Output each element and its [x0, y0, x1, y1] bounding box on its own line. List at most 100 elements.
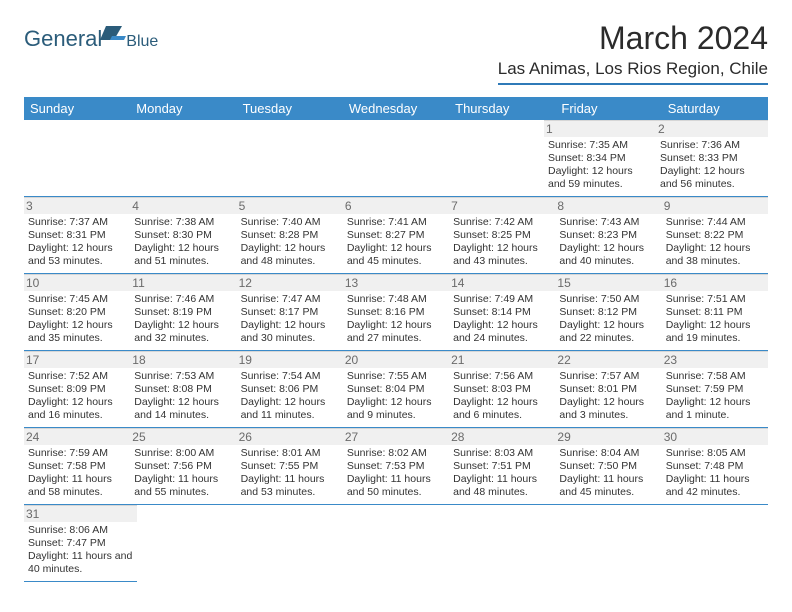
- day-info: Sunrise: 7:57 AMSunset: 8:01 PMDaylight:…: [559, 370, 657, 423]
- day-number: 14: [449, 275, 555, 291]
- day-info: Sunrise: 8:06 AMSunset: 7:47 PMDaylight:…: [28, 524, 133, 577]
- day-cell: 26 Sunrise: 8:01 AMSunset: 7:55 PMDayligh…: [237, 428, 343, 504]
- day-info: Sunrise: 7:56 AMSunset: 8:03 PMDaylight:…: [453, 370, 551, 423]
- day-cell: 25 Sunrise: 8:00 AMSunset: 7:56 PMDayligh…: [130, 428, 236, 504]
- week-row: 17Sunrise: 7:52 AMSunset: 8:09 PMDayligh…: [24, 351, 768, 428]
- day-cell: 22 Sunrise: 7:57 AMSunset: 8:01 PMDayligh…: [555, 351, 661, 427]
- day-number: 7: [449, 198, 555, 214]
- day-info: Sunrise: 8:05 AMSunset: 7:48 PMDaylight:…: [666, 447, 764, 500]
- header: General Blue March 2024 Las Animas, Los …: [24, 20, 768, 85]
- day-number: 3: [24, 198, 130, 214]
- day-cell: 16 Sunrise: 7:51 AMSunset: 8:11 PMDayligh…: [662, 274, 768, 350]
- day-number: 28: [449, 429, 555, 445]
- day-number: 23: [662, 352, 768, 368]
- day-number: 15: [555, 275, 661, 291]
- day-info: Sunrise: 7:41 AMSunset: 8:27 PMDaylight:…: [347, 216, 445, 269]
- day-info: Sunrise: 7:50 AMSunset: 8:12 PMDaylight:…: [559, 293, 657, 346]
- day-cell: 9 Sunrise: 7:44 AMSunset: 8:22 PMDaylight…: [662, 197, 768, 273]
- day-number: 11: [130, 275, 236, 291]
- empty-day-cell: [440, 120, 544, 196]
- day-number: 19: [237, 352, 343, 368]
- day-info: Sunrise: 8:01 AMSunset: 7:55 PMDaylight:…: [241, 447, 339, 500]
- empty-day-cell: [137, 505, 242, 582]
- empty-day-cell: [128, 120, 232, 196]
- day-info: Sunrise: 7:37 AMSunset: 8:31 PMDaylight:…: [28, 216, 126, 269]
- day-cell: 19 Sunrise: 7:54 AMSunset: 8:06 PMDayligh…: [237, 351, 343, 427]
- day-info: Sunrise: 8:03 AMSunset: 7:51 PMDaylight:…: [453, 447, 551, 500]
- weeks-container: 1 Sunrise: 7:35 AMSunset: 8:34 PMDaylight…: [24, 120, 768, 582]
- day-info: Sunrise: 8:02 AMSunset: 7:53 PMDaylight:…: [347, 447, 445, 500]
- day-cell: 18Sunrise: 7:53 AMSunset: 8:08 PMDayligh…: [130, 351, 236, 427]
- day-cell: 29Sunrise: 8:04 AMSunset: 7:50 PMDayligh…: [555, 428, 661, 504]
- calendar: SundayMondayTuesdayWednesdayThursdayFrid…: [24, 97, 768, 582]
- month-title: March 2024: [498, 20, 768, 57]
- day-number: 1: [544, 121, 656, 137]
- day-cell: 13Sunrise: 7:48 AMSunset: 8:16 PMDayligh…: [343, 274, 449, 350]
- day-info: Sunrise: 7:43 AMSunset: 8:23 PMDaylight:…: [559, 216, 657, 269]
- day-number: 2: [656, 121, 768, 137]
- day-cell: 24Sunrise: 7:59 AMSunset: 7:58 PMDayligh…: [24, 428, 130, 504]
- empty-day-cell: [347, 505, 452, 582]
- day-info: Sunrise: 7:49 AMSunset: 8:14 PMDaylight:…: [453, 293, 551, 346]
- day-info: Sunrise: 7:46 AMSunset: 8:19 PMDaylight:…: [134, 293, 232, 346]
- day-header-cell: Thursday: [449, 97, 555, 120]
- day-info: Sunrise: 7:53 AMSunset: 8:08 PMDaylight:…: [134, 370, 232, 423]
- day-number: 16: [662, 275, 768, 291]
- day-number: 12: [237, 275, 343, 291]
- day-info: Sunrise: 7:51 AMSunset: 8:11 PMDaylight:…: [666, 293, 764, 346]
- day-cell: 31 Sunrise: 8:06 AMSunset: 7:47 PMDayligh…: [24, 505, 137, 582]
- empty-day-cell: [232, 120, 336, 196]
- day-info: Sunrise: 7:54 AMSunset: 8:06 PMDaylight:…: [241, 370, 339, 423]
- day-cell: 12 Sunrise: 7:47 AMSunset: 8:17 PMDayligh…: [237, 274, 343, 350]
- logo-text-blue: Blue: [126, 33, 158, 51]
- day-number: 22: [555, 352, 661, 368]
- week-row: 3 Sunrise: 7:37 AMSunset: 8:31 PMDaylight…: [24, 197, 768, 274]
- day-cell: 14 Sunrise: 7:49 AMSunset: 8:14 PMDayligh…: [449, 274, 555, 350]
- day-info: Sunrise: 7:55 AMSunset: 8:04 PMDaylight:…: [347, 370, 445, 423]
- empty-day-cell: [558, 505, 663, 582]
- day-cell: 15 Sunrise: 7:50 AMSunset: 8:12 PMDayligh…: [555, 274, 661, 350]
- day-cell: 7 Sunrise: 7:42 AMSunset: 8:25 PMDaylight…: [449, 197, 555, 273]
- day-number: 29: [555, 429, 661, 445]
- day-number: 10: [24, 275, 130, 291]
- day-number: 24: [24, 429, 130, 445]
- week-row: 31 Sunrise: 8:06 AMSunset: 7:47 PMDayligh…: [24, 505, 768, 582]
- day-info: Sunrise: 7:44 AMSunset: 8:22 PMDaylight:…: [666, 216, 764, 269]
- title-block: March 2024 Las Animas, Los Rios Region, …: [498, 20, 768, 85]
- day-number: 20: [343, 352, 449, 368]
- day-info: Sunrise: 7:48 AMSunset: 8:16 PMDaylight:…: [347, 293, 445, 346]
- day-cell: 1 Sunrise: 7:35 AMSunset: 8:34 PMDaylight…: [544, 120, 656, 196]
- empty-day-cell: [24, 120, 128, 196]
- day-info: Sunrise: 7:40 AMSunset: 8:28 PMDaylight:…: [241, 216, 339, 269]
- logo-text-general: General: [24, 26, 102, 52]
- day-cell: 27 Sunrise: 8:02 AMSunset: 7:53 PMDayligh…: [343, 428, 449, 504]
- day-number: 27: [343, 429, 449, 445]
- day-header-cell: Saturday: [662, 97, 768, 120]
- day-info: Sunrise: 7:42 AMSunset: 8:25 PMDaylight:…: [453, 216, 551, 269]
- day-number: 9: [662, 198, 768, 214]
- day-number: 8: [555, 198, 661, 214]
- day-header-cell: Friday: [555, 97, 661, 120]
- day-number: 30: [662, 429, 768, 445]
- logo-flag-icon: [100, 22, 126, 49]
- day-info: Sunrise: 7:35 AMSunset: 8:34 PMDaylight:…: [548, 139, 652, 192]
- day-number: 25: [130, 429, 236, 445]
- week-row: 1 Sunrise: 7:35 AMSunset: 8:34 PMDaylight…: [24, 120, 768, 197]
- day-number: 26: [237, 429, 343, 445]
- day-cell: 20 Sunrise: 7:55 AMSunset: 8:04 PMDayligh…: [343, 351, 449, 427]
- day-cell: 3 Sunrise: 7:37 AMSunset: 8:31 PMDaylight…: [24, 197, 130, 273]
- day-info: Sunrise: 8:00 AMSunset: 7:56 PMDaylight:…: [134, 447, 232, 500]
- day-header-cell: Wednesday: [343, 97, 449, 120]
- day-number: 4: [130, 198, 236, 214]
- day-number: 5: [237, 198, 343, 214]
- day-cell: 4Sunrise: 7:38 AMSunset: 8:30 PMDaylight…: [130, 197, 236, 273]
- logo: General Blue: [24, 26, 158, 52]
- day-cell: 8 Sunrise: 7:43 AMSunset: 8:23 PMDaylight…: [555, 197, 661, 273]
- day-header-row: SundayMondayTuesdayWednesdayThursdayFrid…: [24, 97, 768, 120]
- day-info: Sunrise: 7:45 AMSunset: 8:20 PMDaylight:…: [28, 293, 126, 346]
- day-cell: 21Sunrise: 7:56 AMSunset: 8:03 PMDayligh…: [449, 351, 555, 427]
- day-info: Sunrise: 7:47 AMSunset: 8:17 PMDaylight:…: [241, 293, 339, 346]
- day-header-cell: Monday: [130, 97, 236, 120]
- day-number: 31: [24, 506, 137, 522]
- day-cell: 2Sunrise: 7:36 AMSunset: 8:33 PMDaylight…: [656, 120, 768, 196]
